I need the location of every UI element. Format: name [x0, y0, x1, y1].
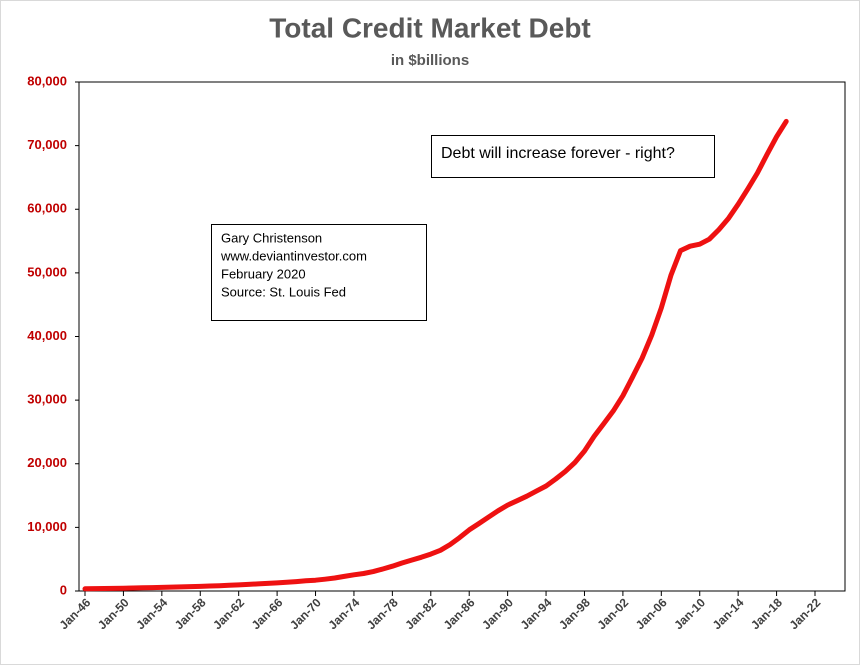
- data-line: [82, 118, 789, 592]
- y-tick-label: 70,000: [27, 137, 67, 152]
- note-line: February 2020: [221, 266, 306, 281]
- y-tick-label: 50,000: [27, 264, 67, 279]
- annotation: Debt will increase forever - right?: [441, 145, 675, 162]
- y-tick-label: 60,000: [27, 201, 67, 216]
- note-line: Source: St. Louis Fed: [221, 284, 346, 299]
- y-tick-label: 40,000: [27, 328, 67, 343]
- y-tick-label: 0: [60, 582, 67, 597]
- y-tick-label: 10,000: [27, 519, 67, 534]
- y-tick-label: 20,000: [27, 455, 67, 470]
- y-tick-label: 80,000: [27, 73, 67, 88]
- y-tick-label: 30,000: [27, 392, 67, 407]
- note-box: [211, 224, 427, 321]
- note-line: Gary Christenson: [221, 230, 322, 245]
- note-line: www.deviantinvestor.com: [220, 248, 367, 263]
- chart-subtitle: in $billions: [391, 52, 469, 69]
- annotation-box: [431, 135, 715, 178]
- chart-title: Total Credit Market Debt: [269, 12, 591, 43]
